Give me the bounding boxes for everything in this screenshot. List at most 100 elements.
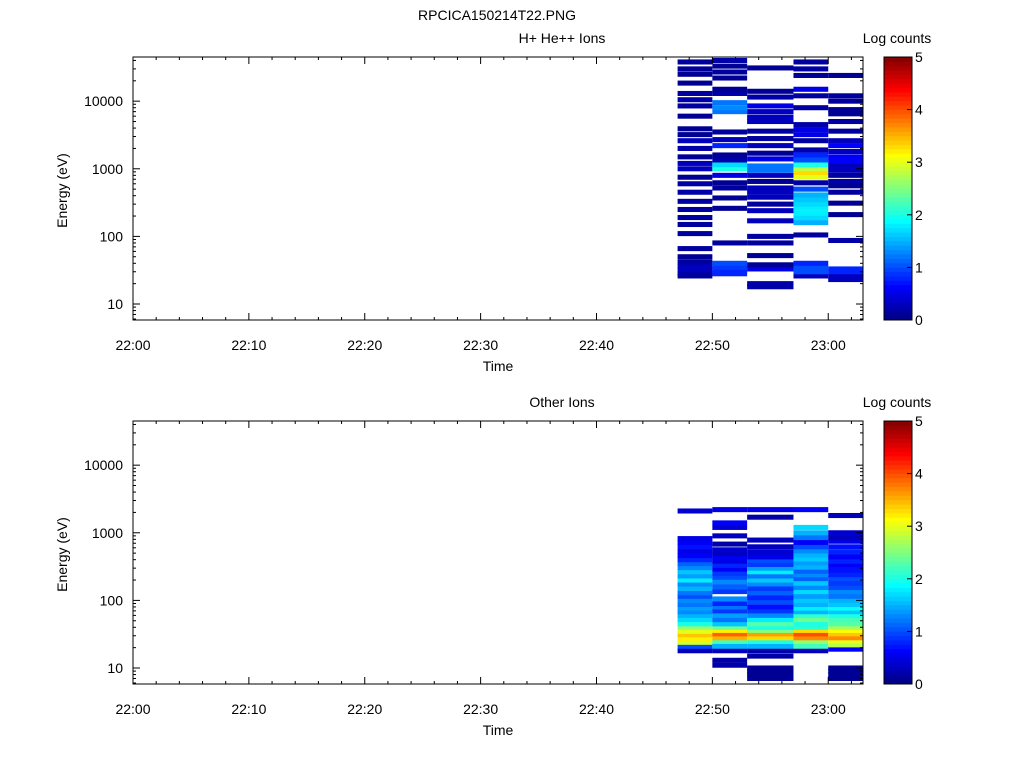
heatmap-cell <box>793 232 829 238</box>
colorbar-segment <box>884 552 912 558</box>
heatmap-cell <box>828 646 863 652</box>
heatmap-cell <box>712 533 748 539</box>
x-tick-label: 22:30 <box>463 701 498 717</box>
colorbar-segment <box>884 442 912 448</box>
heatmap-cells <box>677 507 863 682</box>
heatmap-cell <box>828 183 863 189</box>
heatmap-cell <box>677 536 713 542</box>
heatmap-cell <box>793 584 829 591</box>
heatmap-cell <box>828 538 863 544</box>
heatmap-cell <box>712 100 748 106</box>
colorbar-segment <box>884 306 912 312</box>
colorbar-segment <box>884 525 912 531</box>
heatmap-cell <box>747 638 794 644</box>
heatmap-cell <box>712 657 748 663</box>
heatmap-cell <box>747 672 794 678</box>
heatmap-cell <box>747 557 794 563</box>
heatmap-cell <box>747 577 794 583</box>
colorbar-tick-label: 0 <box>915 312 923 328</box>
heatmap-cell <box>747 266 794 272</box>
heatmap-cell <box>677 246 713 252</box>
heatmap-cell <box>677 267 713 273</box>
colorbar-segment <box>884 622 912 628</box>
heatmap-cell <box>677 581 713 587</box>
heatmap-cell <box>793 264 829 270</box>
heatmap-cell <box>747 561 794 567</box>
heatmap-cell <box>677 577 713 583</box>
colorbar-segment <box>884 679 912 685</box>
heatmap-cell <box>677 132 713 138</box>
colorbar-segment <box>884 609 912 615</box>
heatmap-cell <box>712 162 748 168</box>
heatmap-cell <box>793 210 829 216</box>
colorbar-segment <box>884 438 912 444</box>
colorbar-label: Log counts <box>863 394 932 410</box>
heatmap-cell <box>828 638 863 644</box>
heatmap-cell <box>747 631 794 637</box>
panel-title: H+ He++ Ions <box>519 30 606 46</box>
heatmap-cell <box>828 589 863 595</box>
heatmap-cell <box>677 181 713 187</box>
heatmap-cell <box>712 574 748 580</box>
heatmap-cell <box>677 154 713 160</box>
colorbar-segment <box>884 539 912 545</box>
colorbar-segment <box>884 161 912 167</box>
heatmap-cell <box>828 128 863 134</box>
heatmap-cell <box>828 212 863 218</box>
heatmap-cell <box>828 612 863 618</box>
heatmap-cell <box>828 189 863 195</box>
heatmap-cell <box>747 167 794 173</box>
heatmap-cell <box>828 237 863 244</box>
colorbar-segment <box>884 578 912 584</box>
colorbar-segment <box>884 245 912 251</box>
colorbar-segment <box>884 122 912 128</box>
colorbar-segment <box>884 100 912 106</box>
heatmap-cell <box>747 281 794 287</box>
x-tick-label: 22:50 <box>695 337 730 353</box>
heatmap-cell <box>793 269 829 275</box>
heatmap-cell <box>828 266 863 272</box>
heatmap-cell <box>828 642 863 648</box>
colorbar-segment <box>884 65 912 71</box>
heatmap-cell <box>793 648 829 654</box>
heatmap-cell <box>828 544 863 550</box>
heatmap-cell <box>747 604 794 610</box>
heatmap-cell <box>793 174 829 180</box>
colorbar-segment <box>884 232 912 238</box>
colorbar-segment <box>884 543 912 549</box>
heatmap-cell <box>828 512 863 519</box>
x-tick-label: 22:20 <box>347 337 382 353</box>
colorbar-segment <box>884 604 912 610</box>
heatmap-cell <box>747 549 794 555</box>
heatmap-cell <box>793 152 829 158</box>
x-tick-label: 22:20 <box>347 701 382 717</box>
heatmap-cell <box>747 668 794 674</box>
heatmap-cell <box>677 221 713 228</box>
heatmap-cell <box>712 596 748 602</box>
heatmap-cell <box>747 665 794 671</box>
colorbar-segment <box>884 271 912 277</box>
heatmap-cell <box>828 672 863 678</box>
heatmap-cell <box>793 162 829 168</box>
panel-h-he-ions: H+ He++ Ions 22:00 22:10 22:20 22:30 22:40 22:… <box>54 30 931 374</box>
heatmap-cell <box>747 194 794 200</box>
heatmap-cell <box>677 174 713 180</box>
heatmap-cell <box>828 178 863 184</box>
heatmap-cell <box>747 565 794 571</box>
heatmap-cell <box>712 109 748 115</box>
heatmap-cell <box>793 273 829 279</box>
colorbar-segment <box>884 464 912 470</box>
heatmap-cell <box>677 565 713 571</box>
colorbar-segment <box>884 192 912 198</box>
heatmap-cell <box>747 208 794 214</box>
heatmap-cell <box>712 205 748 211</box>
heatmap-cell <box>747 94 794 100</box>
heatmap-cell <box>712 240 748 246</box>
heatmap-cell <box>793 535 829 541</box>
heatmap-cell <box>828 107 863 113</box>
heatmap-cell <box>747 585 794 592</box>
colorbar-segment <box>884 530 912 536</box>
heatmap-cell <box>712 643 748 649</box>
heatmap-cell <box>712 617 748 623</box>
heatmap-cell <box>828 138 863 144</box>
